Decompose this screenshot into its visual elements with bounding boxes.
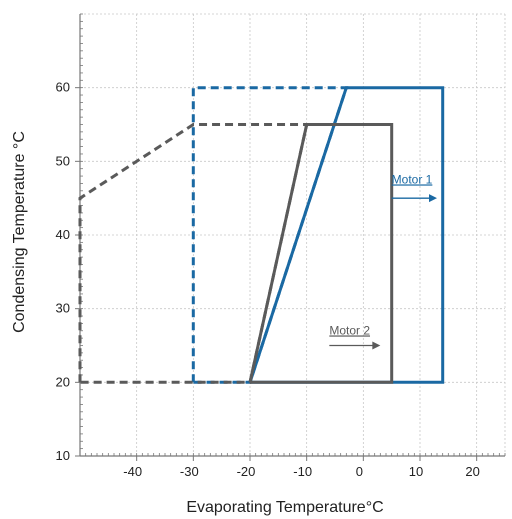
y-tick-label: 40 (56, 227, 70, 242)
x-tick-label: -10 (293, 464, 312, 479)
axis-layer (75, 13, 506, 461)
annotation-arrow-head-2 (372, 341, 381, 350)
x-tick-label: -20 (237, 464, 256, 479)
label-layer: -40 -30 -20 -10 0 10 20 10 20 30 40 50 60 (56, 80, 480, 479)
x-tick-label: -30 (180, 464, 199, 479)
annotation-label-2: Motor 2 (329, 323, 370, 337)
x-tick-label: 20 (465, 464, 479, 479)
annotation-label-1: Motor 1 (392, 172, 433, 186)
x-axis-title: Evaporating Temperature°C (186, 499, 383, 516)
x-tick-label: 10 (409, 464, 423, 479)
x-tick-label: -40 (123, 464, 142, 479)
y-tick-label: 50 (56, 153, 70, 168)
y-tick-label: 20 (56, 374, 70, 389)
y-tick-label: 60 (56, 80, 70, 95)
series-line-2 (191, 86, 349, 384)
y-axis-title: Condensing Temperature °C (11, 131, 28, 333)
y-tick-label: 30 (56, 301, 70, 316)
annotation-arrow-head-1 (429, 194, 437, 203)
y-tick-label: 10 (56, 448, 70, 463)
series-layer (78, 86, 445, 384)
annotation-layer: Motor 1 Motor 2 (329, 172, 437, 350)
x-tick-label: 0 (356, 464, 363, 479)
